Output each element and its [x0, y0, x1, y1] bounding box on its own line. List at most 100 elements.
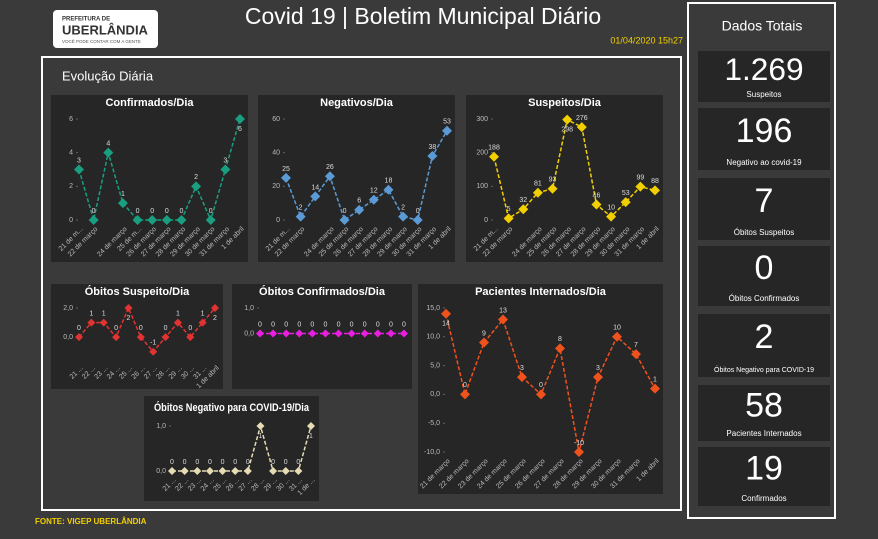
data-label: 1: [176, 310, 180, 317]
marker: [441, 308, 451, 319]
y-tick-label: -5,0: [428, 420, 440, 427]
panel-border: [41, 56, 682, 511]
data-label: 188: [488, 145, 500, 152]
data-label: 2: [213, 315, 217, 322]
data-label: 0: [92, 208, 96, 215]
data-label: 0: [139, 325, 143, 332]
data-label: 3: [596, 365, 600, 372]
marker: [218, 467, 227, 475]
y-tick-label: 0,0: [63, 334, 73, 341]
data-label: 0: [343, 208, 347, 215]
y-tick-label: 2: [69, 183, 73, 190]
data-label: 0: [165, 208, 169, 215]
logo-slogan: VOCÊ PODE CONTAR COM A GENTE: [62, 37, 141, 44]
data-label: 4: [106, 141, 110, 148]
chart-title: Óbitos Negativo para COVID-19/Dia: [154, 401, 310, 414]
data-label: 0: [209, 208, 213, 215]
marker: [354, 204, 365, 215]
kpi-value: 1.269: [724, 51, 803, 87]
data-label: 38: [428, 144, 436, 151]
kpi-label: Óbitos Confirmados: [729, 294, 800, 303]
data-label: -10: [574, 440, 584, 447]
marker: [498, 314, 508, 325]
marker: [295, 211, 306, 222]
kpi-value: 19: [745, 450, 783, 488]
data-label: 0: [416, 208, 420, 215]
data-label: 14: [442, 321, 450, 328]
data-line: [78, 118, 241, 223]
marker: [269, 467, 278, 475]
data-label: 0: [136, 208, 140, 215]
marker: [324, 171, 335, 182]
marker: [124, 304, 133, 312]
data-label: 0: [296, 459, 300, 466]
data-line: [445, 313, 656, 453]
data-label: 2: [127, 315, 131, 322]
data-label: 0: [150, 208, 154, 215]
marker: [281, 467, 290, 475]
kpi-box: [698, 51, 830, 102]
marker: [517, 372, 527, 383]
data-label: 0: [376, 321, 380, 328]
marker: [307, 422, 315, 430]
marker: [591, 199, 602, 210]
chart-title: Óbitos Suspeito/Dia: [85, 285, 190, 298]
marker: [75, 333, 83, 342]
data-label: 2: [401, 204, 405, 211]
marker: [339, 215, 350, 225]
kpi-box: [698, 246, 830, 306]
kpi-box: [698, 178, 830, 240]
marker: [427, 151, 438, 162]
y-tick-label: 20: [272, 183, 280, 190]
chart-title: Negativos/Dia: [320, 97, 394, 109]
marker: [398, 211, 409, 222]
chart-panel: [51, 95, 248, 262]
marker: [294, 467, 303, 475]
data-label: 93: [549, 177, 557, 184]
data-label: 0: [310, 321, 314, 328]
chart-panel: [144, 396, 319, 501]
marker: [193, 467, 202, 475]
y-tick-label: 0,0: [244, 330, 254, 337]
data-label: 1: [89, 310, 93, 317]
data-label: 7: [634, 342, 638, 349]
kpi-label: Pacientes Internados: [726, 429, 801, 438]
y-tick-label: 0: [69, 217, 73, 224]
data-label: 8: [558, 336, 562, 343]
data-label: 88: [651, 178, 659, 185]
marker: [74, 164, 84, 175]
marker: [650, 185, 660, 196]
data-label: 1: [201, 310, 205, 317]
source: FONTE: VIGEP UBERLÂNDIA: [35, 517, 147, 526]
data-label: 46: [593, 192, 601, 199]
marker: [149, 347, 158, 356]
data-label: 0: [284, 321, 288, 328]
data-label: 1: [309, 433, 313, 440]
data-label: 0: [258, 321, 262, 328]
y-tick-label: 200: [476, 150, 488, 157]
totals-border: [687, 2, 836, 519]
y-tick-label: 300: [476, 116, 488, 123]
data-label: 0: [389, 321, 393, 328]
data-label: 32: [519, 197, 527, 204]
data-label: 3: [223, 157, 227, 164]
data-label: 0: [463, 382, 467, 389]
data-line: [493, 118, 656, 220]
marker: [503, 213, 514, 224]
marker: [117, 198, 128, 209]
chart-panel: [466, 95, 663, 262]
data-label: 9: [482, 330, 486, 337]
data-label: 0: [402, 321, 406, 328]
data-label: 12: [370, 188, 378, 195]
marker: [489, 151, 499, 162]
marker: [211, 304, 219, 312]
logo-name: UBERLÂNDIA: [62, 22, 149, 37]
marker: [168, 467, 176, 475]
marker: [186, 333, 195, 342]
marker: [562, 114, 573, 125]
data-line: [78, 306, 216, 353]
marker: [373, 329, 382, 338]
chart-panel: [232, 284, 412, 389]
y-tick-label: 1,0: [244, 305, 254, 312]
